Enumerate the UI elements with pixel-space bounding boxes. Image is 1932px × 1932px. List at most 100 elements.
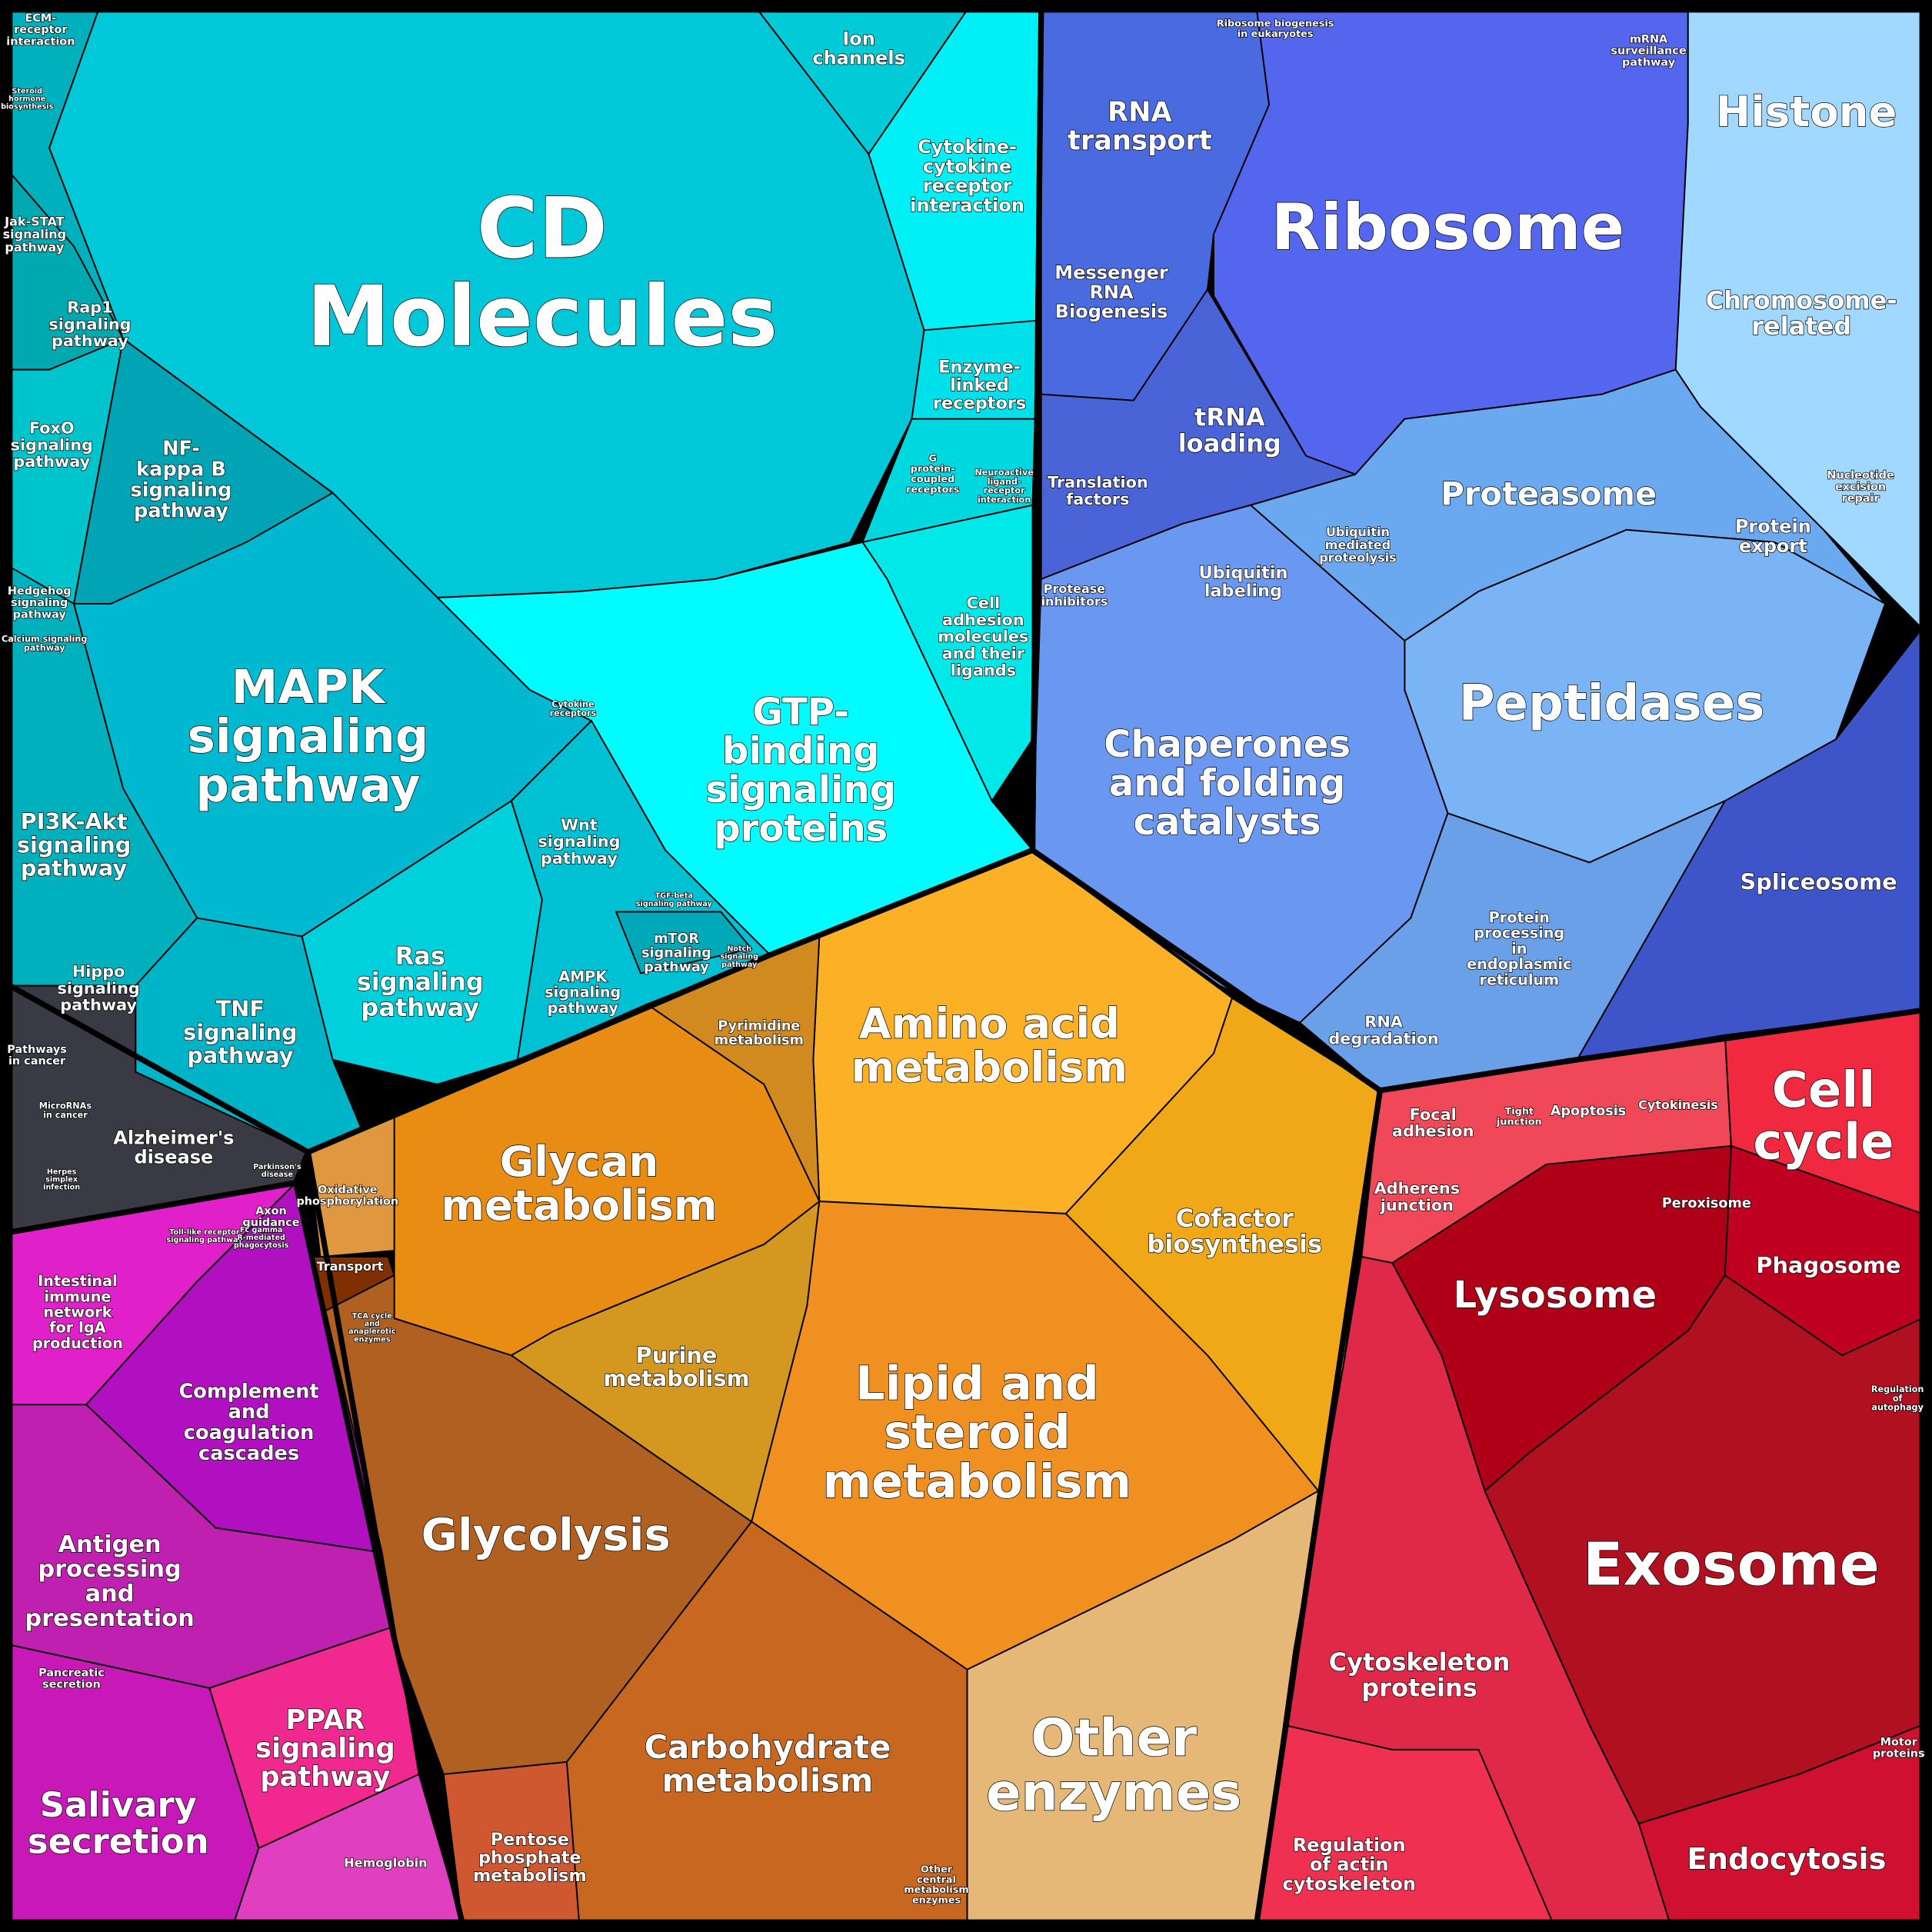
label-line: Peroxisome — [1662, 1196, 1751, 1211]
label-line: MicroRNAs — [39, 1101, 92, 1111]
label-line: network — [43, 1303, 112, 1321]
label-line: Motor — [1880, 1736, 1918, 1748]
cell-label: Jak-STAT signaling pathway — [3, 214, 67, 255]
cell — [73, 338, 334, 605]
cell-label: Ribosome — [1271, 190, 1625, 265]
label-line: Purine — [636, 1342, 718, 1368]
cell-label: Calcium signaling pathway — [2, 634, 87, 653]
cell-label: Regulation of autophagy — [1871, 1384, 1924, 1413]
label-line: signaling — [3, 227, 67, 242]
label-line: Ubiquitin — [1326, 525, 1390, 539]
cell-label: Salivary secretion — [28, 1784, 209, 1861]
label-line: junction — [1380, 1196, 1454, 1214]
cell-label: TGF-beta signaling pathway — [636, 892, 713, 908]
cell-label: Enzyme-linked receptors — [933, 357, 1026, 413]
label-line: signaling — [11, 435, 93, 454]
label-line: secretion — [42, 1679, 101, 1691]
label-line: RNA — [1364, 1013, 1403, 1031]
label-line: Ras — [395, 941, 445, 971]
label-line: signaling — [17, 831, 132, 858]
label-line: receptor — [923, 175, 1012, 197]
label-line: labeling — [1204, 581, 1282, 601]
cell-label: Motor proteins — [1873, 1736, 1925, 1760]
label-line: metabolism — [473, 1865, 587, 1885]
label-line: Enzyme- — [938, 357, 1021, 377]
label-line: of actin — [1310, 1854, 1389, 1875]
label-line: receptors — [933, 393, 1026, 413]
label-line: signaling — [720, 953, 758, 961]
label-line: Apoptosis — [1551, 1104, 1626, 1119]
cell-label: Steroid hormone biosynthesis — [1, 88, 54, 112]
cell-label: Protein processing in endoplasmic reticulum — [1467, 908, 1571, 988]
label-line: Fc gamma — [240, 1226, 282, 1234]
label-line: ligands — [951, 661, 1016, 679]
cell-label: Herpes simplex infection — [43, 1168, 80, 1192]
cell-label: Apoptosis — [1551, 1104, 1626, 1119]
label-line: in cancer — [43, 1110, 88, 1120]
label-line: Hemoglobin — [344, 1855, 427, 1870]
label-line: factors — [1066, 490, 1129, 508]
cell-label: Focal adhesion — [1392, 1105, 1474, 1141]
label-line: FoxO — [29, 419, 75, 438]
label-line: Glycolysis — [421, 1508, 671, 1561]
label-line: pathway — [361, 993, 479, 1022]
cell-label: Carbohydrate metabolism — [645, 1728, 891, 1800]
label-line: Proteasome — [1441, 475, 1657, 513]
cell-label: Cofactor biosynthesis — [1147, 1204, 1322, 1259]
label-line: signaling — [188, 709, 429, 764]
label-line: metabolism — [441, 1181, 717, 1230]
cell-label: Hemoglobin — [344, 1855, 427, 1870]
label-line: MAPK — [232, 660, 386, 715]
label-line: R-mediated — [237, 1234, 285, 1242]
label-line: inhibitors — [1041, 594, 1108, 608]
label-line: mTOR — [654, 931, 699, 947]
label-line: Other — [1031, 1707, 1197, 1767]
cell-label: PI3K-Akt signaling pathway — [17, 808, 132, 881]
label-line: pathway — [134, 499, 228, 522]
label-line: Cytokine- — [918, 136, 1017, 158]
label-line: in — [1511, 939, 1527, 957]
label-line: biosynthesis — [1147, 1230, 1322, 1259]
label-line: related — [1751, 311, 1851, 341]
label-line: Antigen — [58, 1531, 161, 1557]
cell-label: Phagosome — [1756, 1252, 1900, 1278]
label-line: Intestinal — [38, 1272, 118, 1290]
cell-label: Tight junction — [1496, 1106, 1542, 1128]
label-line: molecules — [938, 628, 1028, 646]
cell-label: Pentose phosphate metabolism — [473, 1829, 587, 1885]
label-line: Cytoskeleton — [1329, 1647, 1511, 1677]
label-line: pathway — [24, 643, 65, 653]
label-line: simplex — [45, 1176, 78, 1184]
cell-label: GTP-binding signaling proteins — [706, 691, 897, 850]
label-line: degradation — [1328, 1030, 1438, 1048]
cell-label: Chaperones and folding catalysts — [1104, 723, 1351, 844]
label-line: ligand- — [988, 477, 1021, 487]
cell-label: Protein export — [1735, 516, 1811, 557]
label-line: Regulation — [1871, 1384, 1924, 1394]
cell-label: Other central metabolism enzymes — [904, 1864, 968, 1906]
label-line: steroid — [884, 1405, 1071, 1460]
label-line: kappa B — [136, 458, 226, 481]
label-line: pathway — [13, 452, 90, 471]
label-line: pathway — [548, 998, 619, 1016]
cell-label: Hippo signaling pathway — [58, 962, 140, 1014]
label-line: catalysts — [1134, 801, 1321, 844]
label-line: signaling — [58, 979, 140, 998]
label-line: Pentose — [491, 1829, 569, 1849]
label-line: Tight — [1505, 1106, 1534, 1118]
label-line: G — [928, 452, 937, 464]
label-line: tRNA — [1194, 403, 1265, 432]
cell-label: Cell cycle — [1753, 1062, 1894, 1171]
label-line: Wnt — [561, 815, 598, 834]
cell-label: AMPK signaling pathway — [545, 968, 621, 1016]
label-line: Cell — [1772, 1062, 1875, 1119]
cell-label: tRNA loading — [1178, 403, 1281, 458]
label-line: central — [917, 1874, 956, 1885]
label-line: coupled — [911, 473, 954, 485]
label-line: Ribosome biogenesis — [1217, 18, 1334, 29]
cell-label: TCA cycle and anaplerotic enzymes — [348, 1312, 396, 1344]
label-line: metabolism — [823, 1454, 1132, 1509]
